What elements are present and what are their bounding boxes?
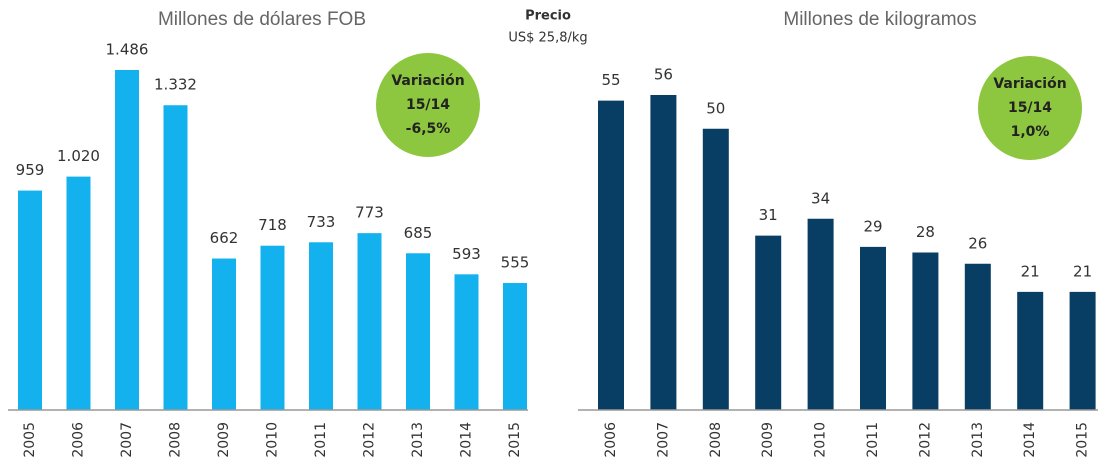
value-label: 733: [307, 213, 336, 231]
value-label: 1.486: [106, 41, 149, 59]
bar: [163, 105, 188, 410]
value-label: 1.020: [57, 147, 100, 165]
badge-text: Variación: [391, 73, 464, 89]
x-tick-label: 2009: [760, 422, 776, 458]
badge-text: -6,5%: [406, 121, 451, 137]
x-tick-label: 2009: [216, 422, 232, 458]
bar: [18, 190, 42, 410]
chart-title: Millones de dólares FOB: [158, 9, 366, 30]
bar: [309, 242, 333, 410]
bar: [807, 218, 834, 410]
x-tick-label: 2010: [813, 422, 829, 458]
bar: [650, 95, 677, 410]
bar: [860, 246, 886, 410]
bar: [1017, 291, 1044, 410]
bar: [598, 100, 624, 410]
x-tick-label: 2013: [970, 422, 986, 458]
value-label: 31: [759, 206, 778, 224]
x-tick-label: 2014: [1022, 422, 1038, 458]
x-tick-label: 2015: [507, 422, 523, 458]
value-label: 56: [654, 66, 673, 84]
bar: [454, 274, 479, 410]
x-tick-label: 2012: [362, 422, 378, 458]
value-label: 50: [706, 99, 725, 117]
x-tick-label: 2011: [313, 422, 329, 458]
bar: [357, 233, 382, 410]
bar: [260, 245, 285, 410]
value-label: 1.332: [154, 76, 197, 94]
badge: [978, 56, 1082, 160]
badge-text: 1,0%: [1011, 124, 1050, 140]
value-label: 773: [355, 204, 384, 222]
price-value: US$ 25,8/kg: [508, 31, 587, 46]
x-tick-label: 2011: [865, 422, 881, 458]
x-tick-label: 2007: [655, 422, 671, 458]
value-label: 34: [811, 189, 830, 207]
x-tick-label: 2006: [603, 422, 619, 458]
value-label: 21: [1021, 262, 1040, 280]
x-tick-label: 2012: [917, 422, 933, 458]
x-tick-label: 2010: [265, 422, 281, 458]
value-label: 718: [258, 216, 287, 234]
bar: [406, 253, 430, 410]
value-label: 21: [1073, 262, 1092, 280]
value-label: 593: [452, 245, 481, 263]
x-tick-label: 2007: [119, 422, 135, 458]
x-tick-label: 2008: [708, 422, 724, 458]
x-tick-label: 2005: [22, 422, 38, 458]
chart-title: Millones de kilogramos: [783, 9, 976, 30]
value-label: 685: [404, 224, 433, 242]
bar: [964, 263, 991, 410]
x-tick-label: 2015: [1075, 422, 1091, 458]
bar: [66, 176, 91, 410]
x-tick-label: 2006: [71, 422, 87, 458]
value-label: 26: [968, 234, 987, 252]
badge-text: 15/14: [406, 97, 450, 113]
value-label: 555: [501, 254, 530, 272]
value-label: 29: [863, 217, 882, 235]
bar: [755, 235, 782, 410]
bar: [912, 252, 939, 410]
bar: [212, 258, 236, 410]
x-tick-label: 2014: [459, 422, 475, 458]
badge-text: Variación: [993, 76, 1066, 92]
x-tick-label: 2008: [168, 422, 184, 458]
bar: [115, 70, 139, 410]
bar: [503, 283, 527, 410]
value-label: 28: [916, 223, 935, 241]
value-label: 55: [601, 71, 620, 89]
value-label: 662: [210, 229, 239, 247]
price-label: Precio: [525, 9, 571, 24]
badge-text: 15/14: [1008, 100, 1052, 116]
badge: [376, 53, 480, 157]
bar: [1069, 291, 1096, 410]
bar: [702, 128, 729, 410]
value-label: 959: [16, 161, 45, 179]
x-tick-label: 2013: [410, 422, 426, 458]
